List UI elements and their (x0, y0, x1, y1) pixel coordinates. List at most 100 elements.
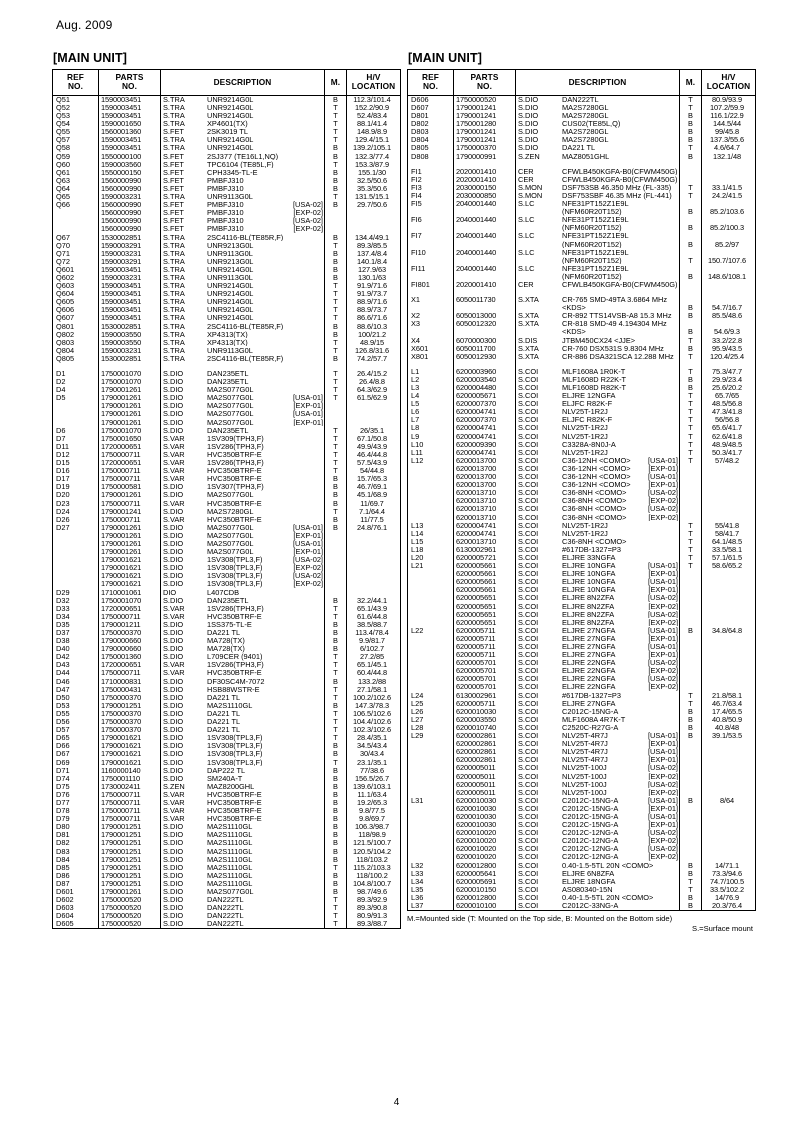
cell-parts-no: 6200003550 (453, 715, 516, 724)
cell-hv-location: 25.6/20.2 (712, 383, 742, 392)
cell-description: S.DIO MA2S077G0L [USA-01] (160, 539, 325, 548)
cell-parts-no: 2040001440 (453, 232, 516, 241)
table-row: 1790001261 S.DIO MA2S077G0L [EXP-01] (52, 418, 401, 427)
cell-ref-no: Q605 (52, 297, 99, 306)
cell-description-text: NLV25T-100J (562, 764, 607, 773)
cell-ref-no (407, 480, 454, 489)
cell-description-text: C2520C-R27G-A (562, 723, 619, 732)
cell-ref-no: Q603 (52, 281, 99, 290)
cell-description-variant: [USA-02] (293, 216, 323, 226)
cell-description-category: S.DIO (518, 127, 539, 137)
cell-description-variant: [USA-01] (648, 561, 678, 570)
cell-ref-no (52, 418, 99, 427)
cell-description-text: C2012C-15NG-A (562, 812, 619, 821)
cell-mounted-side: B (679, 136, 702, 145)
cell-description-variant (678, 554, 679, 561)
cell-description-text: ELJRE 18NGFA (562, 877, 616, 886)
cell-mounted-side (679, 513, 702, 522)
cell-description: S.XTA CR-760 DSX531S 9.8304 MHz (515, 344, 680, 353)
cell-description: S.TRA XP4313(TX) (160, 330, 325, 339)
cell-description: S.XTA CR-818 SMD-49 4.194304 MHz (515, 320, 680, 329)
cell-description-category: S.COI (518, 901, 539, 910)
cell-hv-location: 156.5/26.7 (355, 774, 389, 783)
cell-description-category: S.DIO (163, 628, 184, 637)
cell-mounted-side (324, 531, 347, 540)
cell-description: S.COI C3328A-8N0J-A (515, 440, 680, 449)
cell-mounted-side: T (324, 661, 347, 670)
cell-description: S.COI C2012C-15NG-A (515, 707, 680, 716)
cell-ref-no: L28 (407, 723, 454, 732)
cell-hv-location (347, 548, 401, 556)
cell-description-category: S.DIO (163, 369, 184, 378)
cell-hv-location: 75.3/47.7 (712, 367, 742, 376)
cell-hv-location (702, 200, 756, 208)
cell-hv-location: 34.8/64.8 (712, 626, 742, 635)
cell-description-variant (323, 734, 324, 741)
cell-ref-no: X801 (407, 352, 454, 361)
cell-description: S.COI ELJFC R82K-F (515, 416, 680, 425)
cell-parts-no: 6200005641 (453, 869, 516, 878)
cell-description-text: 1SV308(TPL3,F) (207, 555, 263, 564)
cell-description-category: S.DIO (163, 620, 184, 629)
cell-description-category: S.TRA (163, 330, 185, 339)
cell-description-category: S.DIO (163, 547, 184, 556)
cell-mounted-side: B (324, 265, 347, 274)
cell-ref-no: D15 (52, 458, 99, 467)
cell-description-variant: [EXP-02] (648, 853, 678, 862)
cell-parts-no: 6200005701 (453, 675, 516, 684)
cell-parts-no: 1750000370 (98, 725, 161, 734)
table-row: 6200005711 S.COI ELJRE 27NGFA [EXP-01] (407, 650, 756, 659)
cell-description: S.FET 2SK3019 TL (160, 127, 325, 137)
cell-mounted-side (679, 666, 702, 676)
cell-description-category: S.DIO (163, 741, 184, 751)
cell-description-category: S.COI (518, 529, 539, 538)
cell-parts-no: 2030000850 (453, 191, 516, 200)
cell-ref-no: D7 (52, 434, 99, 443)
cell-hv-location: 27.1/58.1 (357, 685, 387, 694)
cell-description-text: DAP222 TL (207, 766, 246, 775)
cell-description-category: S.DIO (163, 402, 184, 411)
cell-description: S.TRA UNR9214G0L (160, 314, 325, 323)
cell-hv-location (702, 821, 756, 829)
cell-description-text: ELJRE 22NGFA (562, 658, 616, 667)
cell-parts-no: 6200005661 (453, 569, 516, 578)
cell-ref-no (407, 788, 454, 797)
cell-hv-location (702, 683, 756, 691)
cell-description-variant: [USA-02] (648, 845, 678, 854)
cell-mounted-side: B (679, 861, 702, 870)
cell-description-variant (678, 424, 679, 431)
cell-description-variant (678, 241, 679, 248)
cell-description-category: S.LC (518, 199, 535, 208)
cell-description: S.DIO MA2S077G0L (160, 385, 325, 394)
cell-ref-no: D83 (52, 847, 99, 856)
cell-hv-location (347, 564, 401, 572)
cell-ref-no: L27 (407, 715, 454, 724)
cell-parts-no: 1790001251 (98, 822, 161, 831)
cell-hv-location: 130.1/63 (358, 273, 386, 282)
cell-description: S.COI 0.40-1.5-5TL 20N <COMO> (515, 893, 680, 902)
cell-description-category: S.DIO (163, 531, 184, 540)
cell-ref-no: D35 (52, 620, 99, 629)
cell-parts-no: 1590003451 (98, 297, 161, 306)
cell-description-category: S.DIO (518, 119, 539, 128)
cell-mounted-side: B (324, 814, 347, 823)
cell-description-variant (323, 467, 324, 474)
cell-ref-no: Q71 (52, 249, 99, 258)
cell-description-category: S.DIO (518, 95, 539, 104)
table-row: FI6 2040001440 S.LC NFE31PT152Z1E9L (407, 215, 756, 224)
cell-description-category: S.DIO (163, 555, 184, 564)
cell-description-variant (678, 894, 679, 901)
cell-description-variant: [USA-01] (648, 472, 678, 481)
cell-mounted-side: T (324, 717, 347, 726)
cell-description: S.COI NLV25T-100J [USA-02] (515, 764, 680, 773)
cell-description-text: 1SV286(TPH3,F) (207, 458, 264, 467)
cell-parts-no: 1550000100 (98, 152, 161, 161)
cell-description-category: S.DIO (518, 111, 539, 120)
cell-hv-location: 33.5/102.2 (710, 885, 744, 894)
cell-description-category: S.COI (518, 836, 539, 845)
cell-description-variant (323, 864, 324, 871)
cell-description-category: S.COI (518, 877, 539, 886)
cell-description: S.COI C2012C-12NG-A [EXP-02] (515, 853, 680, 862)
cell-description: S.DIO L709CER (9401) (160, 652, 325, 662)
cell-description-category: S.DIO (163, 644, 184, 653)
